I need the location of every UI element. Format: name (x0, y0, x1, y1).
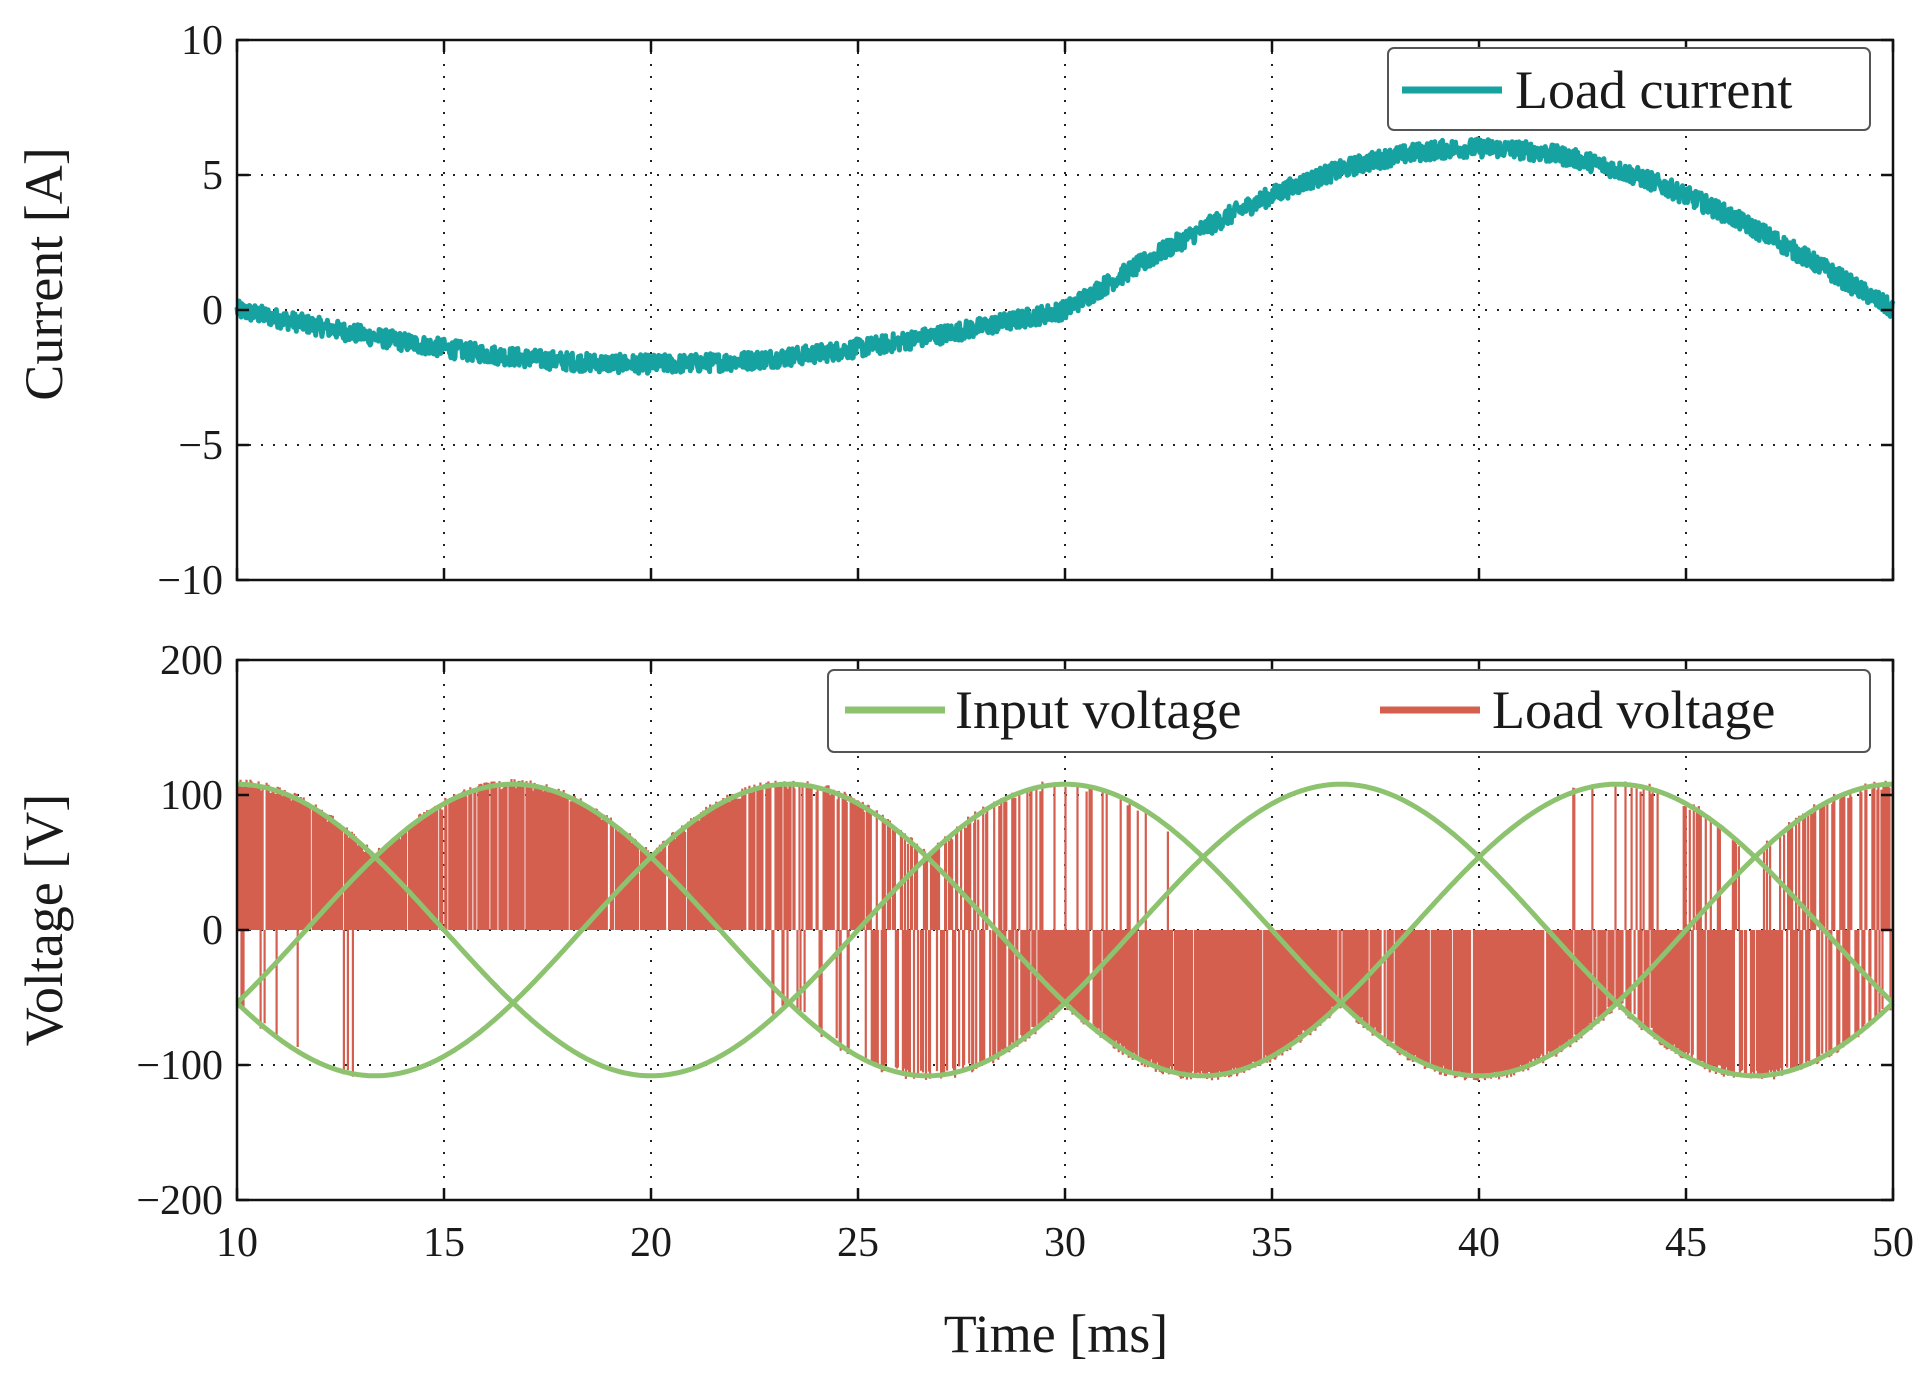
current-legend-box (1387, 47, 1871, 131)
x-tick-label: 50 (1872, 1220, 1914, 1266)
voltage-plot: 200 100 0 −100 −200 10 15 20 25 30 35 40 45 50 Volta… (14, 638, 1914, 1364)
voltage-series (235, 779, 1895, 1081)
x-tick-label: 25 (837, 1220, 879, 1266)
current-y-axis-label: Current [A] (14, 147, 74, 400)
y-tick-label: −10 (157, 558, 223, 604)
x-tick-label: 20 (630, 1220, 672, 1266)
voltage-y-tick-labels: 200 100 0 −100 −200 (136, 638, 223, 1224)
voltage-x-tick-labels: 10 15 20 25 30 35 40 45 50 (216, 1220, 1914, 1266)
y-tick-label: −5 (178, 423, 223, 469)
load-voltage-pulses (236, 779, 1894, 1081)
voltage-legend-box (827, 669, 1871, 753)
series-line-input-voltage-phase-3 (235, 781, 1895, 1079)
series-line-load-current (234, 136, 1896, 376)
y-tick-label: 200 (160, 638, 223, 684)
x-tick-label: 40 (1458, 1220, 1500, 1266)
y-tick-label: 100 (160, 773, 223, 819)
legend-label-load-voltage: Load voltage (1492, 680, 1775, 740)
x-tick-label: 10 (216, 1220, 258, 1266)
current-series (234, 136, 1896, 376)
voltage-ticks (235, 658, 1895, 1202)
current-legend: Load current (1387, 47, 1871, 131)
y-tick-label: 10 (181, 18, 223, 64)
y-tick-label: 0 (202, 908, 223, 954)
y-tick-label: −200 (136, 1178, 223, 1224)
x-tick-label: 30 (1044, 1220, 1086, 1266)
current-plot: 10 5 0 −5 −10 Current [A] Load current (14, 18, 1896, 604)
current-ticks (235, 38, 1895, 582)
x-tick-label: 15 (423, 1220, 465, 1266)
time-axis-label: Time [ms] (944, 1304, 1169, 1364)
y-tick-label: 5 (202, 153, 223, 199)
current-y-tick-labels: 10 5 0 −5 −10 (157, 18, 223, 604)
voltage-y-axis-label: Voltage [V] (14, 794, 74, 1046)
x-tick-label: 35 (1251, 1220, 1293, 1266)
y-tick-label: 0 (202, 288, 223, 334)
y-tick-label: −100 (136, 1043, 223, 1089)
legend-label-load-current: Load current (1515, 60, 1792, 120)
series-line-load-voltage (236, 779, 1894, 1081)
voltage-legend: Input voltage Load voltage (827, 669, 1871, 753)
x-tick-label: 45 (1665, 1220, 1707, 1266)
legend-label-input-voltage: Input voltage (955, 680, 1241, 740)
